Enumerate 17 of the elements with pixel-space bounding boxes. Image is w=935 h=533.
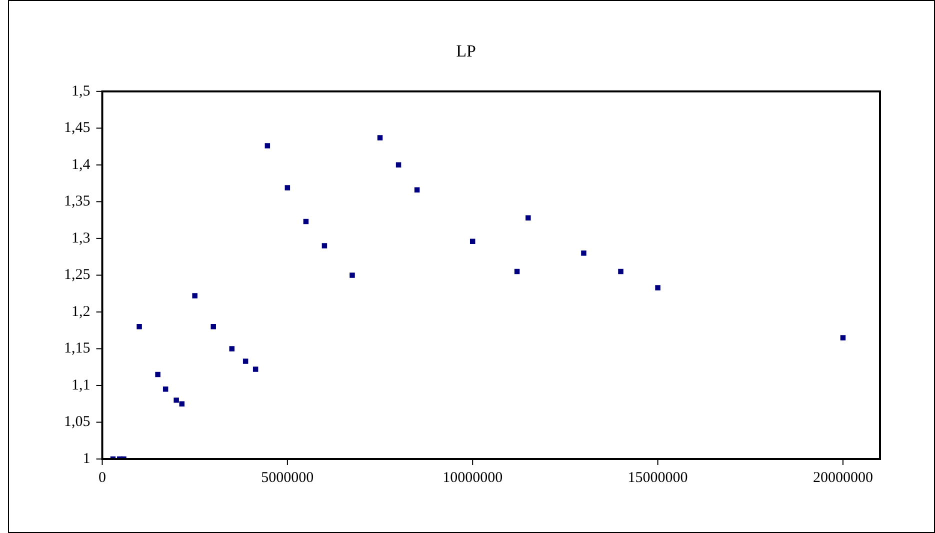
y-tick-label: 1: [82, 450, 90, 467]
x-tick-label: 0: [98, 470, 106, 486]
y-tick-label: 1,05: [64, 414, 90, 430]
y-tick-label: 1,1: [72, 377, 90, 394]
y-tick-label: 1,4: [72, 156, 91, 173]
chart-title: LP: [456, 42, 476, 61]
x-tick-label: 10000000: [442, 470, 503, 486]
y-tick-label: 1,35: [64, 194, 90, 210]
y-tick-label: 1,3: [72, 230, 90, 246]
y-tick-label: 1,45: [64, 120, 90, 136]
x-tick-label: 5000000: [261, 470, 314, 486]
y-tick-label: 1,15: [64, 340, 90, 357]
y-tick-label: 1,2: [72, 304, 90, 320]
y-tick-label: 1,25: [64, 267, 90, 284]
y-tick-label: 1,5: [72, 83, 90, 100]
x-tick-label: 20000000: [812, 470, 873, 486]
x-tick-label: 15000000: [628, 470, 688, 486]
